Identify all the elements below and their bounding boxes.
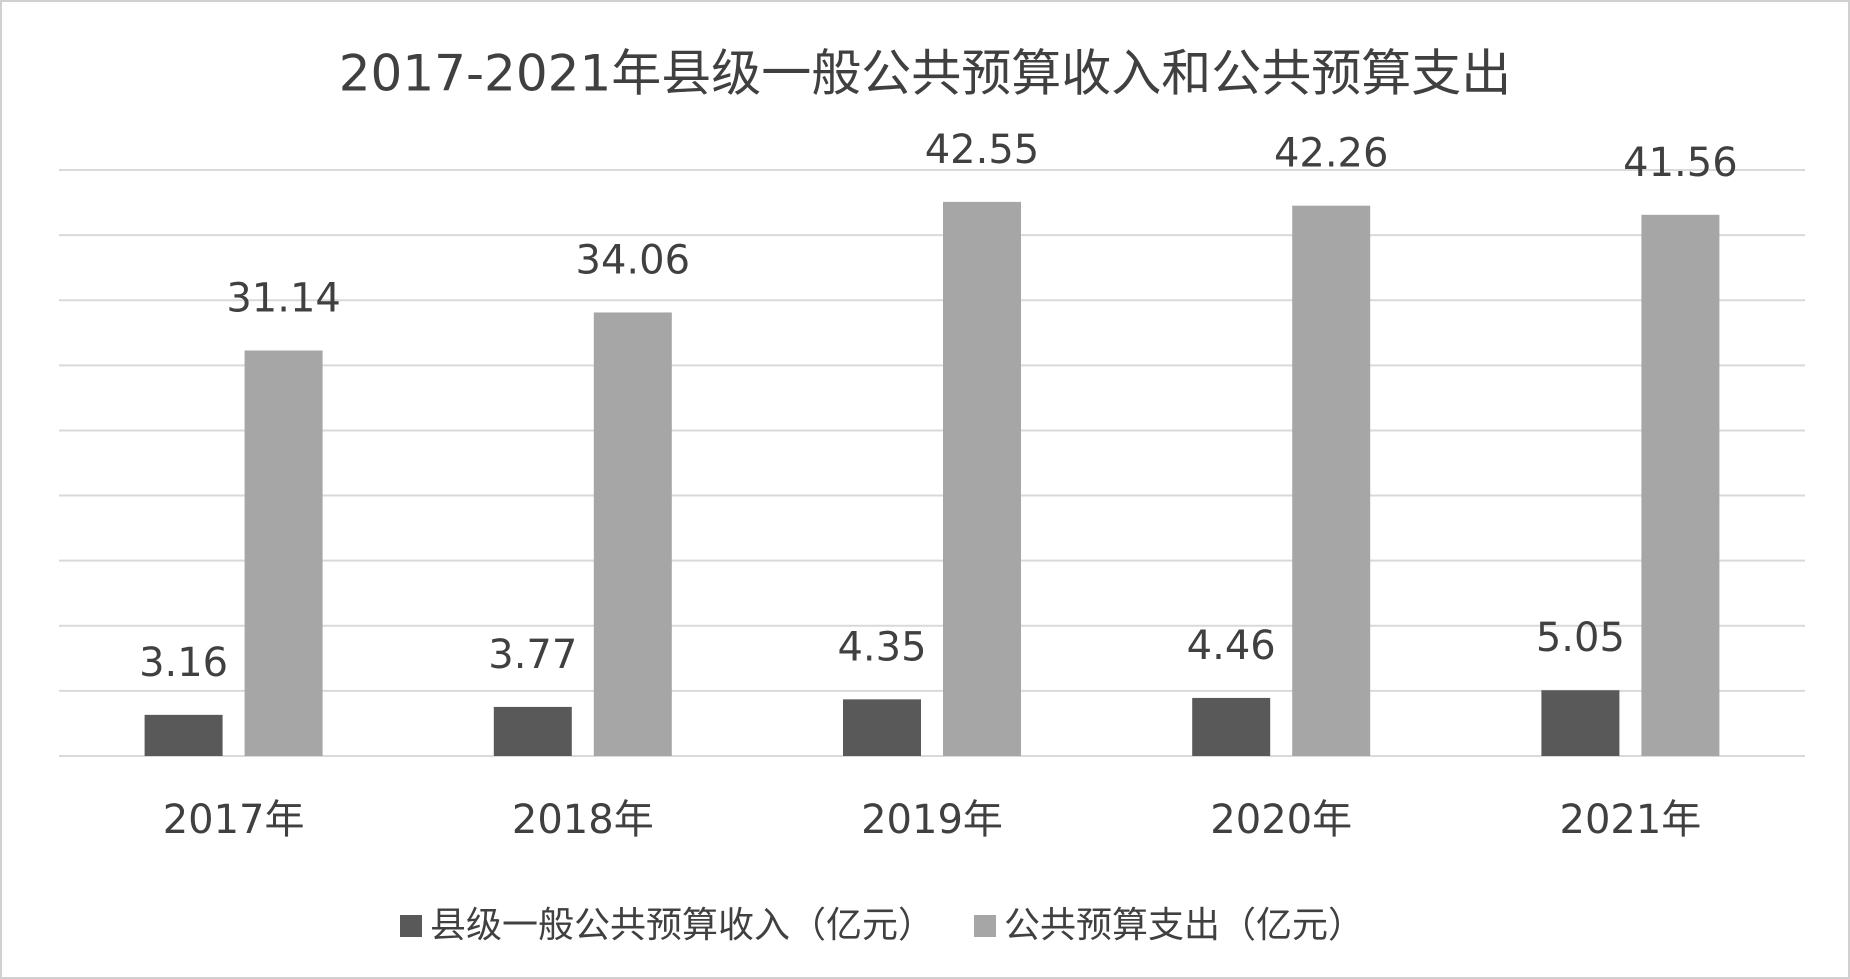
legend-swatch <box>400 915 422 937</box>
x-tick-label: 2017年 <box>163 797 305 843</box>
data-label: 3.77 <box>488 632 577 678</box>
data-label: 42.55 <box>925 127 1040 173</box>
bar <box>843 699 921 756</box>
data-label: 4.46 <box>1187 623 1276 669</box>
chart-title: 2017-2021年县级一般公共预算收入和公共预算支出 <box>339 45 1512 103</box>
legend-swatch <box>974 915 997 937</box>
data-label: 41.56 <box>1623 140 1738 186</box>
x-tick-label: 2018年 <box>512 797 654 843</box>
bar <box>493 706 572 756</box>
bar <box>1192 697 1271 756</box>
bar <box>144 714 223 756</box>
legend-label: 县级一般公共预算收入（亿元） <box>430 905 934 946</box>
bar <box>1541 690 1620 756</box>
data-label: 42.26 <box>1274 131 1389 177</box>
bar <box>593 312 672 756</box>
data-label: 5.05 <box>1536 615 1625 661</box>
bar <box>1641 214 1720 756</box>
data-label: 34.06 <box>576 237 691 283</box>
data-label: 4.35 <box>837 624 926 670</box>
bar <box>1292 205 1371 756</box>
data-label: 3.16 <box>139 640 228 686</box>
legend-label: 公共预算支出（亿元） <box>1004 905 1364 946</box>
bar <box>943 201 1021 757</box>
x-tick-label: 2020年 <box>1210 797 1352 843</box>
x-tick-label: 2019年 <box>861 797 1003 843</box>
bar <box>244 350 323 756</box>
x-tick-label: 2021年 <box>1560 797 1702 843</box>
data-label: 31.14 <box>226 275 341 321</box>
